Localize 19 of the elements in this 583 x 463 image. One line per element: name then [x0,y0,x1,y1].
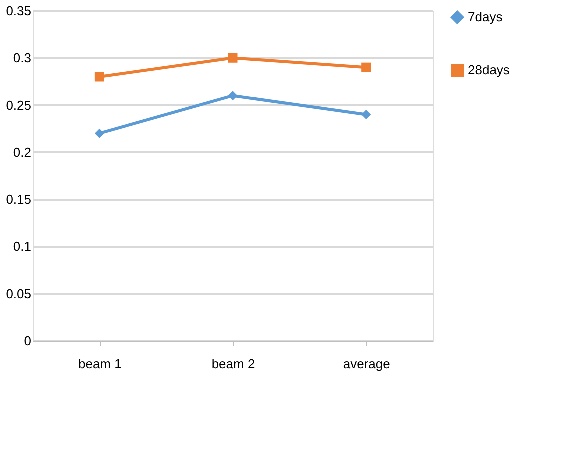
y-tick-label: 0.2 [13,144,32,160]
point [228,91,238,101]
y-tick-label: 0.3 [13,50,32,66]
y-tick-label: 0.05 [6,286,32,302]
y-tick-label: 0.15 [6,192,32,208]
legend-label: 28days [468,62,510,78]
point [94,72,104,82]
point [362,62,372,72]
y-tick-label: 0 [24,334,32,348]
x-tick-label: beam 1 [78,356,122,372]
y-tick-label: 0.1 [13,239,32,254]
y-tick-label: 0.25 [6,98,32,113]
y-tick-label: 0.35 [6,4,32,18]
x-tick-label: average [343,356,390,372]
point [94,128,104,138]
point [362,110,372,120]
x-tick-label: beam 2 [212,356,256,372]
point [228,53,238,63]
legend-label: 7days [468,10,504,24]
